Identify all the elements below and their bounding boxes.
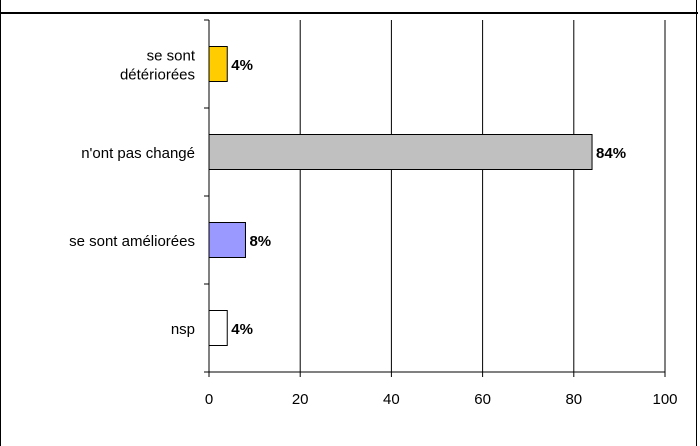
bar	[208, 222, 246, 258]
frame-top-border	[1, 12, 698, 14]
data-label: 84%	[596, 145, 626, 162]
data-label: 8%	[249, 233, 271, 250]
bar	[208, 46, 228, 82]
x-tick-label: 0	[205, 391, 213, 408]
bar	[208, 134, 593, 170]
category-label: n'ont pas changé	[81, 145, 195, 162]
bar	[208, 310, 228, 346]
x-tick-label: 80	[565, 391, 582, 408]
category-label: nsp	[171, 321, 195, 338]
x-tick-label: 20	[292, 391, 309, 408]
data-label: 4%	[231, 321, 253, 338]
category-label: se sont	[147, 48, 196, 65]
data-label: 4%	[231, 57, 253, 74]
x-tick-label: 40	[383, 391, 400, 408]
category-label: se sont améliorées	[69, 233, 195, 250]
x-tick-label: 100	[652, 391, 677, 408]
x-tick-label: 60	[474, 391, 491, 408]
category-label: détériorées	[120, 67, 195, 84]
